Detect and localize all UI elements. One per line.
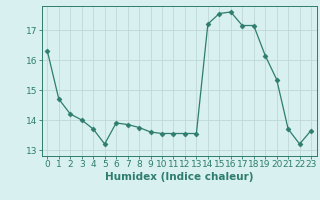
- X-axis label: Humidex (Indice chaleur): Humidex (Indice chaleur): [105, 172, 253, 182]
